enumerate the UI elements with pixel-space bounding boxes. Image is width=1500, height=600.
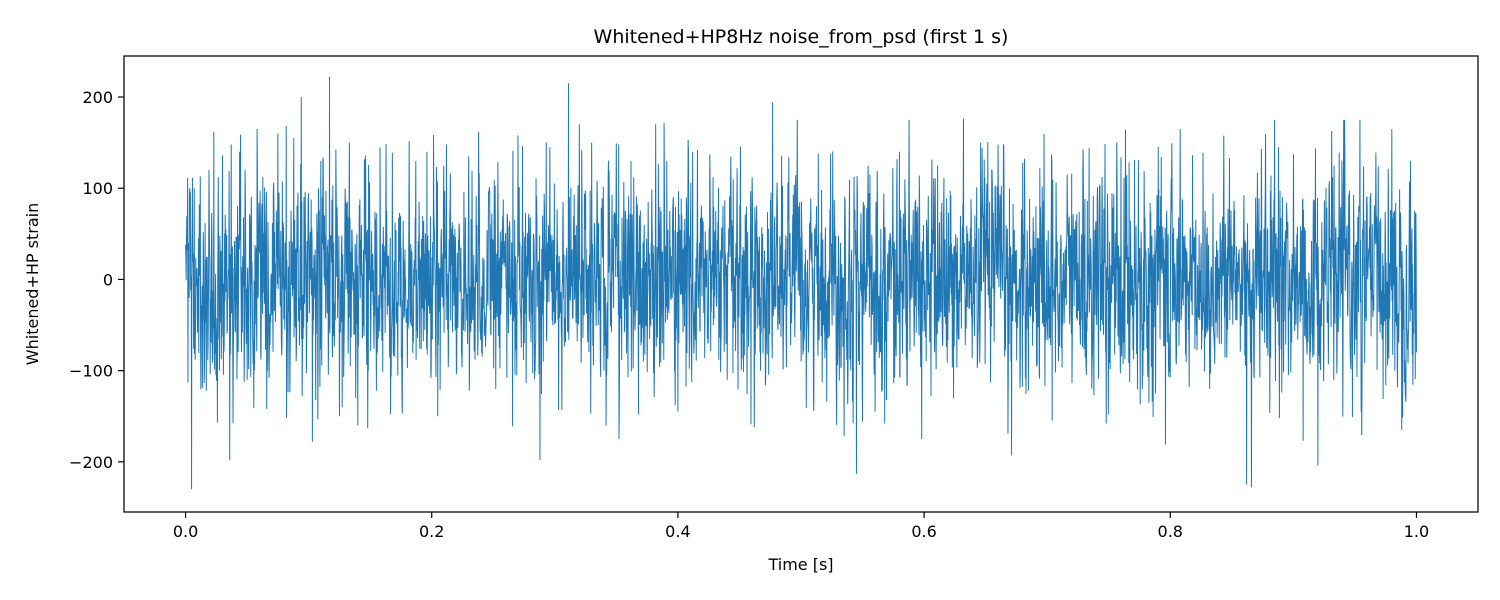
x-tick-label: 0.6	[911, 522, 936, 541]
y-tick-label: −100	[69, 362, 113, 381]
x-tick-label: 1.0	[1404, 522, 1429, 541]
x-tick-label: 0.4	[665, 522, 690, 541]
y-tick-label: 200	[82, 88, 113, 107]
axes-frame	[123, 55, 1479, 513]
x-axis-label: Time [s]	[767, 555, 833, 574]
plot-line-group	[185, 76, 1417, 490]
y-axis-label: Whitened+HP strain	[23, 203, 42, 365]
chart-title: Whitened+HP8Hz noise_from_psd (first 1 s…	[594, 26, 1009, 48]
y-tick-label: 0	[103, 270, 113, 289]
x-tick-label: 0.8	[1158, 522, 1183, 541]
x-tick-label: 0.2	[419, 522, 444, 541]
y-tick-label: 100	[82, 179, 113, 198]
y-axis-ticks: −200 −100 0 100 200	[69, 88, 124, 472]
x-axis-ticks: 0.0 0.2 0.4 0.6 0.8 1.0	[173, 512, 1429, 541]
x-tick-label: 0.0	[173, 522, 198, 541]
y-tick-label: −200	[69, 453, 113, 472]
series-line	[185, 76, 1417, 490]
